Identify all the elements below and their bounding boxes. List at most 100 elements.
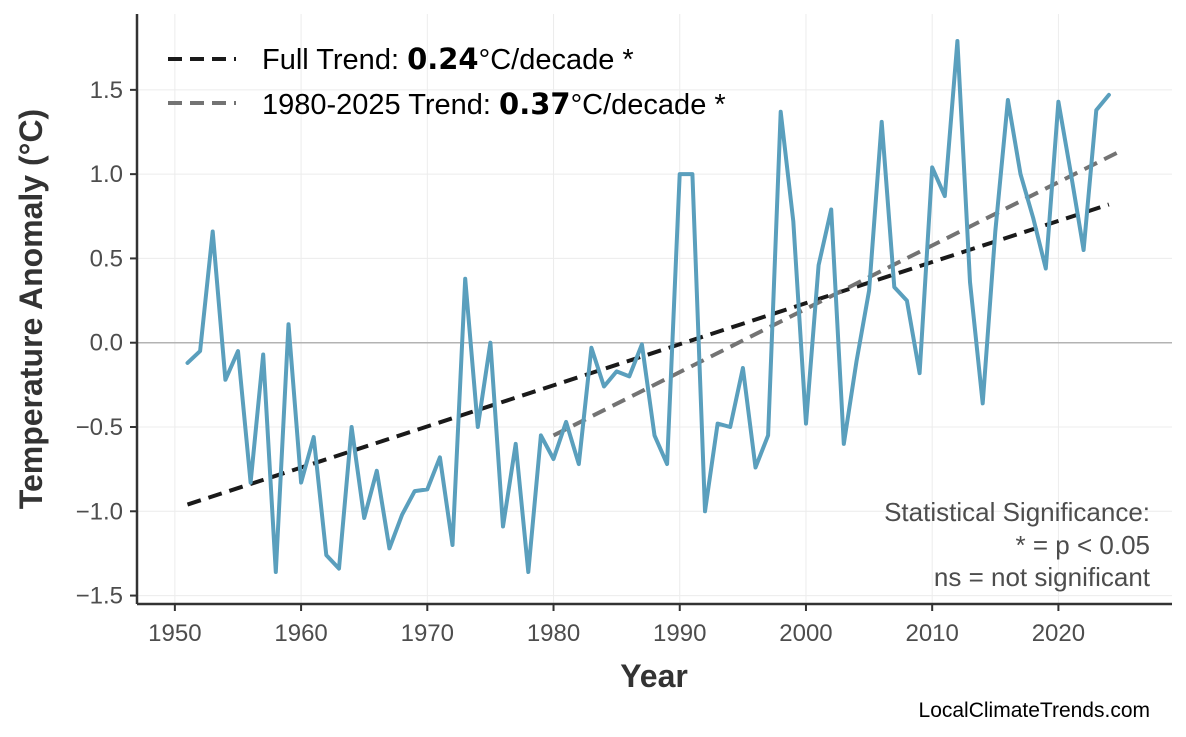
anomaly-point bbox=[754, 466, 757, 469]
anomaly-point bbox=[363, 517, 366, 520]
anomaly-point bbox=[615, 370, 618, 373]
anomaly-point bbox=[489, 341, 492, 344]
anomaly-point bbox=[1032, 216, 1035, 219]
anomaly-point bbox=[552, 458, 555, 461]
data-series bbox=[185, 39, 1111, 574]
anomaly-point bbox=[300, 481, 303, 484]
legend: Full Trend: 0.24°C/decade * 1980-2025 Tr… bbox=[168, 42, 726, 121]
y-tick-label: 0.0 bbox=[90, 330, 123, 357]
axes bbox=[135, 14, 1172, 606]
legend-recent-trend-suffix: °C/decade * bbox=[571, 89, 726, 121]
anomaly-point bbox=[1095, 109, 1098, 112]
anomaly-point bbox=[767, 434, 770, 437]
anomaly-point bbox=[893, 286, 896, 289]
x-axis-ticks: 1950 1960 1970 1980 1990 2000 2010 2020 bbox=[148, 604, 1085, 647]
significance-note-ns: ns = not significant bbox=[934, 562, 1151, 592]
anomaly-point bbox=[426, 488, 429, 491]
anomaly-point bbox=[1019, 173, 1022, 176]
significance-note-star: * = p < 0.05 bbox=[1016, 530, 1150, 560]
anomaly-point bbox=[211, 230, 214, 233]
anomaly-point bbox=[413, 490, 416, 493]
anomaly-point bbox=[628, 375, 631, 378]
anomaly-point bbox=[388, 547, 391, 550]
legend-recent-trend-prefix: 1980-2025 Trend: bbox=[262, 89, 499, 121]
anomaly-point bbox=[640, 343, 643, 346]
anomaly-point bbox=[1057, 100, 1060, 103]
anomaly-point bbox=[716, 422, 719, 425]
x-tick-label: 2020 bbox=[1032, 620, 1085, 647]
anomaly-point bbox=[539, 434, 542, 437]
anomaly-point bbox=[792, 220, 795, 223]
anomaly-point bbox=[476, 426, 479, 429]
y-axis-ticks: −1.5 −1.0 −0.5 0.0 0.5 1.0 1.5 bbox=[76, 77, 137, 610]
anomaly-point bbox=[905, 299, 908, 302]
anomaly-point bbox=[1082, 249, 1085, 252]
anomaly-point bbox=[1044, 267, 1047, 270]
anomaly-point bbox=[666, 463, 669, 466]
anomaly-series-line bbox=[185, 39, 1111, 574]
anomaly-point bbox=[653, 434, 656, 437]
legend-full-trend-suffix: °C/decade * bbox=[479, 44, 634, 76]
x-tick-label: 1980 bbox=[527, 620, 580, 647]
anomaly-point bbox=[741, 367, 744, 370]
anomaly-point bbox=[994, 230, 997, 233]
anomaly-point bbox=[312, 436, 315, 439]
anomaly-point bbox=[880, 120, 883, 123]
anomaly-point bbox=[274, 570, 277, 573]
y-tick-label: −1.5 bbox=[76, 583, 123, 610]
legend-recent-trend-value: 0.37 bbox=[499, 87, 571, 121]
anomaly-point bbox=[943, 195, 946, 198]
trend-lines bbox=[186, 148, 1123, 507]
anomaly-point bbox=[249, 481, 252, 484]
x-tick-label: 1950 bbox=[148, 620, 201, 647]
x-tick-label: 2000 bbox=[779, 620, 832, 647]
anomaly-point bbox=[287, 323, 290, 326]
x-tick-label: 1970 bbox=[401, 620, 454, 647]
anomaly-point bbox=[1070, 173, 1073, 176]
anomaly-point bbox=[438, 456, 441, 459]
anomaly-point bbox=[236, 350, 239, 353]
anomaly-point bbox=[401, 513, 404, 516]
x-tick-label: 1990 bbox=[653, 620, 706, 647]
anomaly-point bbox=[804, 422, 807, 425]
anomaly-point bbox=[502, 525, 505, 528]
anomaly-point bbox=[590, 346, 593, 349]
full-trend-line bbox=[186, 202, 1110, 507]
anomaly-point bbox=[464, 277, 467, 280]
anomaly-point bbox=[337, 567, 340, 570]
anomaly-point bbox=[703, 510, 706, 513]
anomaly-point bbox=[1006, 98, 1009, 101]
legend-recent-trend-label: 1980-2025 Trend: 0.37°C/decade * bbox=[262, 87, 726, 121]
anomaly-point bbox=[224, 378, 227, 381]
legend-full-trend-prefix: Full Trend: bbox=[262, 44, 407, 76]
anomaly-point bbox=[855, 360, 858, 363]
anomaly-point bbox=[325, 554, 328, 557]
x-tick-label: 1960 bbox=[274, 620, 327, 647]
anomaly-point bbox=[779, 110, 782, 113]
anomaly-point bbox=[262, 353, 265, 356]
significance-note: Statistical Significance: * = p < 0.05 n… bbox=[884, 497, 1151, 592]
anomaly-point bbox=[956, 39, 959, 42]
y-tick-label: −1.0 bbox=[76, 498, 123, 525]
anomaly-point bbox=[565, 420, 568, 423]
significance-note-title: Statistical Significance: bbox=[884, 497, 1150, 527]
anomaly-point bbox=[931, 166, 934, 169]
anomaly-point bbox=[842, 442, 845, 445]
anomaly-point bbox=[527, 570, 530, 573]
anomaly-point bbox=[514, 442, 517, 445]
anomaly-point bbox=[375, 469, 378, 472]
anomaly-point bbox=[817, 264, 820, 267]
anomaly-point bbox=[981, 402, 984, 405]
anomaly-point bbox=[691, 173, 694, 176]
anomaly-point bbox=[199, 350, 202, 353]
anomaly-point bbox=[603, 385, 606, 388]
legend-full-trend-value: 0.24 bbox=[407, 42, 479, 76]
x-axis-title: Year bbox=[620, 658, 688, 694]
anomaly-point bbox=[868, 289, 871, 292]
anomaly-point bbox=[186, 361, 189, 364]
anomaly-point bbox=[451, 544, 454, 547]
anomaly-point bbox=[918, 372, 921, 375]
y-tick-label: 0.5 bbox=[90, 245, 123, 272]
site-credit: LocalClimateTrends.com bbox=[919, 699, 1150, 722]
